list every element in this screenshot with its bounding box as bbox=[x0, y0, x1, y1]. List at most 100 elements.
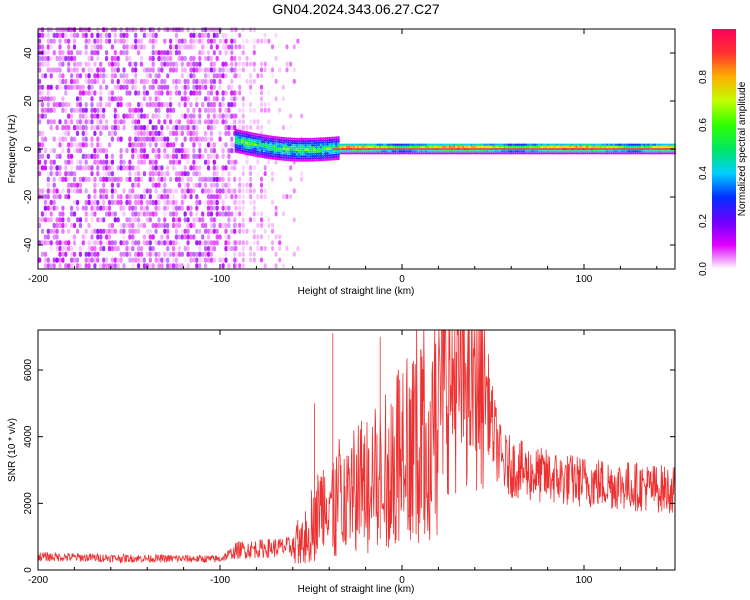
spectrogram-cell bbox=[566, 143, 570, 146]
spectrogram-cell bbox=[263, 147, 266, 150]
spectrogram-cell bbox=[110, 136, 114, 142]
spectrogram-cell bbox=[46, 182, 50, 188]
spectrogram-cell bbox=[224, 32, 228, 38]
spectrogram-cell bbox=[326, 141, 329, 144]
spectrogram-cell bbox=[363, 145, 366, 148]
spectrogram-cell bbox=[58, 136, 62, 142]
spectrogram-cell bbox=[577, 143, 580, 146]
spectrogram-cell bbox=[402, 145, 406, 148]
spectrogram-cell bbox=[470, 145, 473, 148]
spectrogram-cell bbox=[43, 73, 47, 79]
spectrogram-cell bbox=[361, 143, 364, 146]
spectrogram-cell bbox=[72, 176, 77, 182]
spectrogram-cell bbox=[96, 136, 100, 142]
spectrogram-cell bbox=[549, 152, 552, 155]
spectrogram-cell bbox=[335, 149, 338, 152]
spectrogram-cell bbox=[102, 159, 106, 165]
spectrogram-cell bbox=[263, 188, 267, 194]
spectrogram-cell bbox=[206, 240, 211, 246]
spectrogram-cell bbox=[669, 143, 672, 146]
spectrogram-cell bbox=[154, 142, 158, 148]
spectrogram-cell bbox=[93, 38, 97, 44]
spectrogram-cell bbox=[243, 137, 246, 140]
spectrogram-cell bbox=[252, 132, 255, 135]
spectrogram-cell bbox=[119, 176, 123, 182]
spectrogram-cell bbox=[102, 27, 106, 33]
spectrogram-cell bbox=[78, 246, 82, 252]
spectrogram-cell bbox=[252, 154, 255, 157]
spectrogram-cell bbox=[38, 32, 42, 38]
spectrogram-cell bbox=[649, 150, 653, 153]
spectrogram-cell bbox=[186, 153, 190, 159]
spectrogram-cell bbox=[75, 217, 80, 223]
y-tick-label: 2000 bbox=[23, 492, 34, 515]
spectrogram-cell bbox=[221, 119, 225, 125]
spectrogram-cell bbox=[64, 251, 68, 257]
spectrogram-cell bbox=[385, 150, 388, 153]
spectrogram-cell bbox=[206, 165, 211, 171]
spectrogram-cell bbox=[128, 171, 132, 177]
spectrogram-cell bbox=[494, 152, 498, 155]
spectrogram-cell bbox=[172, 263, 176, 269]
spectrogram-cell bbox=[300, 113, 304, 119]
spectrogram-cell bbox=[40, 32, 45, 38]
spectrogram-cell bbox=[174, 148, 179, 154]
spectrogram-cell bbox=[113, 119, 117, 125]
spectrogram-cell bbox=[154, 171, 158, 177]
spectrogram-cell bbox=[413, 143, 417, 146]
spectrogram-cell bbox=[40, 90, 45, 96]
spectrogram-cell bbox=[365, 150, 369, 153]
spectrogram-cell bbox=[326, 154, 329, 157]
spectrogram-cell bbox=[131, 222, 135, 229]
spectrogram-cell bbox=[72, 257, 77, 263]
spectrogram-cell bbox=[122, 211, 126, 217]
spectrogram-cell bbox=[148, 165, 152, 171]
spectrogram-cell bbox=[212, 217, 216, 223]
spectrogram-cell bbox=[396, 145, 399, 148]
spectrogram-cell bbox=[99, 194, 103, 200]
spectrogram-cell bbox=[345, 152, 349, 155]
spectrogram-cell bbox=[43, 61, 47, 67]
spectrogram-cell bbox=[581, 150, 585, 153]
spectrogram-cell bbox=[474, 152, 478, 155]
spectrogram-cell bbox=[260, 107, 263, 113]
spectrogram-cell bbox=[157, 119, 161, 125]
spectrogram-cell bbox=[247, 142, 251, 145]
spectrogram-cell bbox=[562, 152, 565, 155]
spectrogram-cell bbox=[139, 55, 144, 62]
spectrogram-cell bbox=[70, 182, 74, 188]
spectrogram-cell bbox=[249, 136, 253, 139]
spectrogram-cell bbox=[154, 228, 158, 234]
spectrogram-cell bbox=[99, 61, 103, 67]
spectrogram-cell bbox=[568, 145, 572, 148]
spectrogram-cell bbox=[125, 217, 129, 223]
spectrogram-cell bbox=[359, 145, 362, 148]
spectrogram-cell bbox=[260, 222, 263, 228]
spectrogram-cell bbox=[131, 125, 135, 131]
spectrogram-cell bbox=[461, 152, 465, 155]
spectrogram-cell bbox=[230, 90, 234, 96]
spectrogram-cell bbox=[125, 199, 129, 206]
spectrogram-cell bbox=[287, 158, 290, 162]
spectrogram-cell bbox=[166, 55, 170, 62]
spectrogram-cell bbox=[238, 228, 242, 234]
spectrogram-cell bbox=[93, 211, 97, 217]
spectrogram-cell bbox=[260, 73, 263, 79]
spectrogram-cell bbox=[234, 211, 238, 217]
spectrogram-cell bbox=[186, 205, 190, 211]
spectrogram-cell bbox=[520, 152, 524, 155]
spectrogram-cell bbox=[603, 143, 607, 146]
spectrogram-cell bbox=[400, 150, 404, 153]
spectrogram-cell bbox=[247, 133, 251, 137]
spectrogram-cell bbox=[267, 152, 270, 155]
spectrogram-cell bbox=[218, 136, 222, 142]
spectrogram-cell bbox=[55, 194, 59, 200]
spectrogram-cell bbox=[466, 143, 469, 146]
spectrogram-cell bbox=[160, 67, 164, 73]
spectrogram-cell bbox=[122, 263, 126, 269]
spectrogram-cell bbox=[218, 107, 222, 113]
spectrogram-cell bbox=[99, 142, 103, 148]
spectrogram-cell bbox=[148, 136, 152, 142]
spectrogram-cell bbox=[234, 128, 238, 132]
spectrogram-cell bbox=[151, 165, 155, 171]
